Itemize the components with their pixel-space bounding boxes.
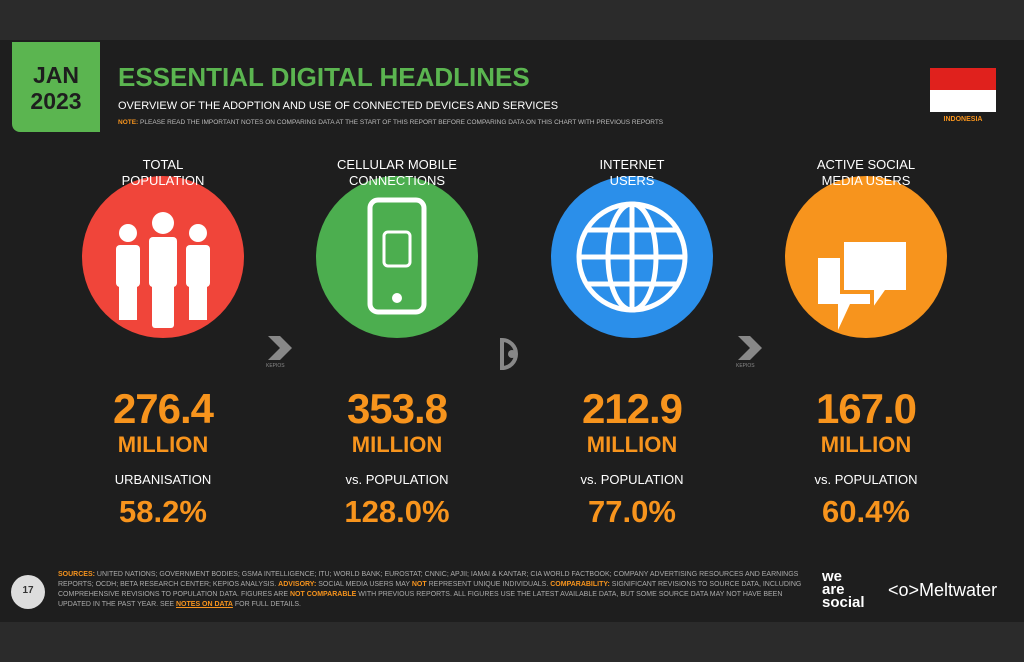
page-number: 17	[22, 585, 34, 596]
sub-value: 128.0%	[344, 494, 450, 529]
footer-text: REPRESENT UNIQUE INDIVIDUALS.	[426, 581, 551, 588]
badge-month: JAN	[32, 62, 79, 88]
flag	[930, 68, 996, 112]
page-badge	[11, 575, 45, 609]
footer-text: FOR FULL DETAILS.	[232, 601, 301, 608]
headline-value: 276.4	[112, 385, 214, 432]
footer-text: WITH PREVIOUS REPORTS. ALL FIGURES USE T…	[58, 591, 783, 608]
country: INDONESIA	[943, 116, 983, 123]
headline-value: 353.8	[346, 385, 448, 432]
footer-text: SOCIAL MEDIA USERS MAY	[316, 581, 412, 588]
footer-key: COMPARABILITY:	[550, 581, 610, 588]
brand-name: Meltwater	[919, 580, 998, 600]
sub-label: vs. POPULATION	[345, 472, 449, 487]
brand-line: we	[822, 568, 843, 585]
label-line: POPULATION	[121, 173, 205, 188]
sub-label: vs. POPULATION	[814, 472, 918, 487]
column-label: ACTIVE SOCIAL MEDIA USERS	[766, 157, 966, 189]
kepios-logo: KEPIOS	[266, 363, 285, 369]
note-text: PLEASE READ THE IMPORTANT NOTES ON COMPA…	[138, 119, 664, 126]
footer-key: ADVISORY:	[278, 581, 317, 588]
note: NOTE: PLEASE READ THE IMPORTANT NOTES ON…	[118, 119, 663, 126]
kepios-logo: KEPIOS	[736, 363, 755, 369]
label-line: ACTIVE SOCIAL	[816, 157, 916, 172]
headline-value: 167.0	[815, 385, 917, 432]
brand-was: we are social	[822, 568, 865, 611]
label-line: INTERNET	[599, 157, 665, 172]
sub-value: 77.0%	[588, 494, 676, 529]
footer-link[interactable]: NOTES ON DATA	[176, 601, 233, 608]
value-unit: MILLION	[351, 432, 443, 457]
column-label: TOTAL POPULATION	[63, 157, 263, 189]
badge-year: 2023	[30, 88, 82, 114]
sub-label: vs. POPULATION	[580, 472, 684, 487]
sub-label: URBANISATION	[114, 472, 212, 487]
column-label: CELLULAR MOBILE CONNECTIONS	[297, 157, 497, 189]
column-label: INTERNET USERS	[532, 157, 732, 189]
sources: SOURCES: UNITED NATIONS; GOVERNMENT BODI…	[58, 570, 803, 610]
label-line: USERS	[609, 173, 655, 188]
label-line: CELLULAR MOBILE	[337, 157, 457, 172]
title: ESSENTIAL DIGITAL HEADLINES	[118, 62, 530, 92]
headline-value: 212.9	[581, 385, 683, 432]
value-unit: MILLION	[586, 432, 678, 457]
subtitle: OVERVIEW OF THE ADOPTION AND USE OF CONN…	[118, 100, 559, 112]
sub-value: 60.4%	[822, 494, 910, 529]
footer-key: SOURCES:	[58, 571, 95, 578]
value-unit: MILLION	[820, 432, 912, 457]
footer-key: NOT COMPARABLE	[289, 591, 357, 598]
label-line: CONNECTIONS	[348, 173, 446, 188]
sub-value: 58.2%	[119, 494, 207, 529]
note-label: NOTE:	[118, 119, 139, 126]
footer-key: NOT	[411, 581, 427, 588]
date-badge: JAN 2023	[12, 42, 100, 132]
brand-meltwater: <o>Meltwater	[888, 580, 998, 600]
brand-line: social	[822, 594, 865, 611]
label-line: TOTAL	[142, 157, 184, 172]
footer-text: UNITED NATIONS; GOVERNMENT BODIES; GSMA …	[58, 571, 799, 588]
value-unit: MILLION	[117, 432, 209, 457]
footer-text: SIGNIFICANT REVISIONS TO SOURCE DATA, IN…	[58, 581, 802, 598]
brand-line: are	[822, 581, 845, 598]
label-line: MEDIA USERS	[821, 173, 911, 188]
icons	[82, 176, 947, 371]
slide: JAN 2023 ESSENTIAL DIGITAL HEADLINES OVE…	[0, 40, 1024, 622]
